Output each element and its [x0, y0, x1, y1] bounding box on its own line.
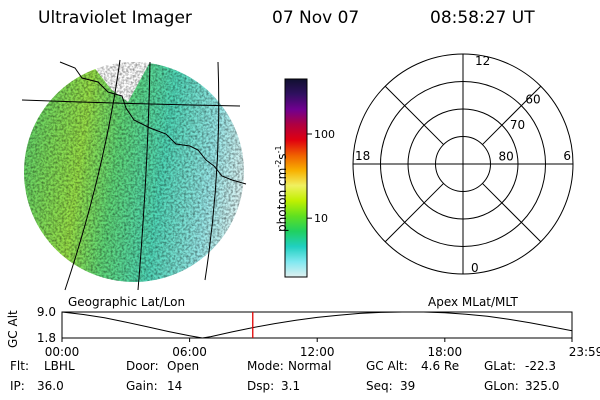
info-field-value: 36.0 — [37, 379, 64, 393]
info-field-value: 39 — [400, 379, 416, 393]
y-tick-label: 9.0 — [37, 305, 56, 319]
polar-panel-label: Apex MLat/MLT — [428, 295, 518, 309]
mlt-diagonal — [384, 85, 444, 145]
latitude-line — [21, 99, 241, 107]
mlat-label: 70 — [510, 118, 525, 132]
info-field-key: Flt: — [10, 359, 29, 373]
auroral-image-disk — [24, 62, 244, 282]
y-axis-label: GC Alt — [6, 310, 20, 348]
app-title: Ultraviolet Imager — [38, 8, 192, 28]
longitude-line — [64, 59, 121, 291]
mlt-diagonal — [482, 183, 542, 243]
colorbar-tick-label: 10 — [314, 212, 328, 225]
info-field-value: 325.0 — [525, 379, 560, 393]
info-field-key: IP: — [10, 379, 25, 393]
mlat-label: 60 — [525, 93, 540, 107]
info-field-key: Dsp: — [247, 379, 275, 393]
info-field-key: GLat: — [484, 359, 517, 373]
info-field-value: 4.6 Re — [421, 359, 460, 373]
x-tick-label: 06:00 — [172, 345, 207, 359]
geo-grid-lines — [21, 59, 247, 291]
longitude-line — [137, 61, 151, 291]
mlt-label: 6 — [563, 149, 571, 163]
gc-alt-series-line — [61, 311, 573, 339]
info-field-key: Mode: — [247, 359, 284, 373]
header-date: 07 Nov 07 — [272, 8, 360, 28]
info-field-value: -22.3 — [525, 359, 557, 373]
x-tick-label: 12:00 — [300, 345, 335, 359]
info-field-value: 3.1 — [281, 379, 301, 393]
x-tick-label: 00:00 — [45, 345, 80, 359]
coastline — [59, 61, 247, 185]
x-tick-label: 18:00 — [428, 345, 463, 359]
geo-panel-label: Geographic Lat/Lon — [68, 295, 186, 309]
info-field-key: GC Alt: — [366, 359, 408, 373]
mlat-label: 80 — [498, 150, 513, 164]
info-field-value: 14 — [167, 379, 183, 393]
longitude-line — [204, 61, 220, 281]
mlt-diagonal — [384, 183, 444, 243]
info-field-value: LBHL — [44, 359, 75, 373]
info-field-key: GLon: — [484, 379, 519, 393]
info-field-key: Gain: — [126, 379, 158, 393]
x-tick-label: 23:59 — [569, 345, 600, 359]
mlt-label: 18 — [355, 149, 370, 163]
mlt-label: 0 — [471, 261, 479, 275]
info-field-value: Open — [167, 359, 200, 373]
info-field-value: Normal — [288, 359, 332, 373]
mlt-label: 12 — [475, 54, 490, 68]
info-field-key: Door: — [126, 359, 159, 373]
header-time: 08:58:27 UT — [430, 8, 535, 28]
colorbar-tick-label: 100 — [314, 128, 335, 141]
y-tick-label: 1.8 — [37, 331, 56, 345]
mlt-diagonal — [482, 85, 542, 145]
colorbar-gradient — [284, 78, 308, 278]
info-field-key: Seq: — [366, 379, 393, 393]
